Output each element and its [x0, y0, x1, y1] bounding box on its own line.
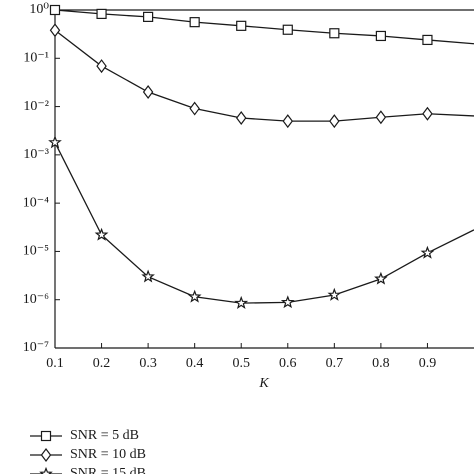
- marker: [374, 271, 388, 285]
- marker: [234, 295, 249, 310]
- marker: [235, 110, 247, 125]
- series-line: [54, 9, 474, 45]
- marker: [420, 245, 435, 259]
- marker: [189, 101, 200, 116]
- marker: [329, 28, 340, 39]
- y-tick-label: 10⁻³: [23, 147, 49, 162]
- x-tick-label: 0.7: [326, 356, 344, 371]
- series-line: [54, 29, 474, 122]
- marker: [422, 106, 433, 121]
- marker: [39, 466, 53, 474]
- y-tick-label: 10⁻⁷: [23, 340, 49, 355]
- marker: [187, 289, 202, 303]
- marker: [94, 227, 109, 241]
- x-axis-label: K: [258, 376, 269, 391]
- series-line: [54, 142, 474, 304]
- marker: [143, 11, 154, 22]
- x-tick-label: 0.3: [139, 356, 157, 371]
- marker: [142, 85, 154, 100]
- marker: [280, 295, 295, 309]
- marker: [282, 24, 293, 35]
- marker: [282, 114, 294, 129]
- marker: [141, 269, 155, 283]
- x-tick-label: 0.8: [372, 356, 390, 371]
- marker: [96, 59, 107, 74]
- marker: [96, 8, 107, 20]
- y-tick-label: 10⁰: [29, 2, 49, 17]
- marker: [40, 448, 52, 462]
- legend-label: SNR = 10 dB: [70, 447, 146, 462]
- marker: [189, 17, 200, 28]
- y-tick-label: 10⁻⁵: [23, 244, 49, 259]
- marker: [236, 20, 247, 31]
- x-tick-label: 0.9: [419, 356, 437, 371]
- x-tick-label: 0.6: [279, 356, 297, 371]
- x-tick-label: 0.2: [93, 356, 111, 371]
- marker: [375, 30, 386, 42]
- x-tick-label: 0.4: [186, 356, 204, 371]
- x-tick-label: 0.1: [46, 356, 64, 371]
- legend-label: SNR = 15 dB: [70, 466, 146, 474]
- legend-label: SNR = 5 dB: [70, 428, 139, 443]
- y-tick-label: 10⁻²: [23, 99, 49, 114]
- marker: [49, 4, 61, 16]
- marker: [49, 23, 61, 38]
- y-tick-label: 10⁻¹: [23, 51, 49, 66]
- marker: [327, 287, 342, 301]
- marker: [375, 110, 387, 125]
- marker: [422, 34, 433, 46]
- y-tick-label: 10⁻⁴: [23, 195, 49, 210]
- marker: [40, 430, 52, 442]
- marker: [48, 135, 62, 149]
- y-tick-label: 10⁻⁶: [23, 292, 49, 307]
- x-tick-label: 0.5: [232, 356, 250, 371]
- marker: [329, 114, 340, 129]
